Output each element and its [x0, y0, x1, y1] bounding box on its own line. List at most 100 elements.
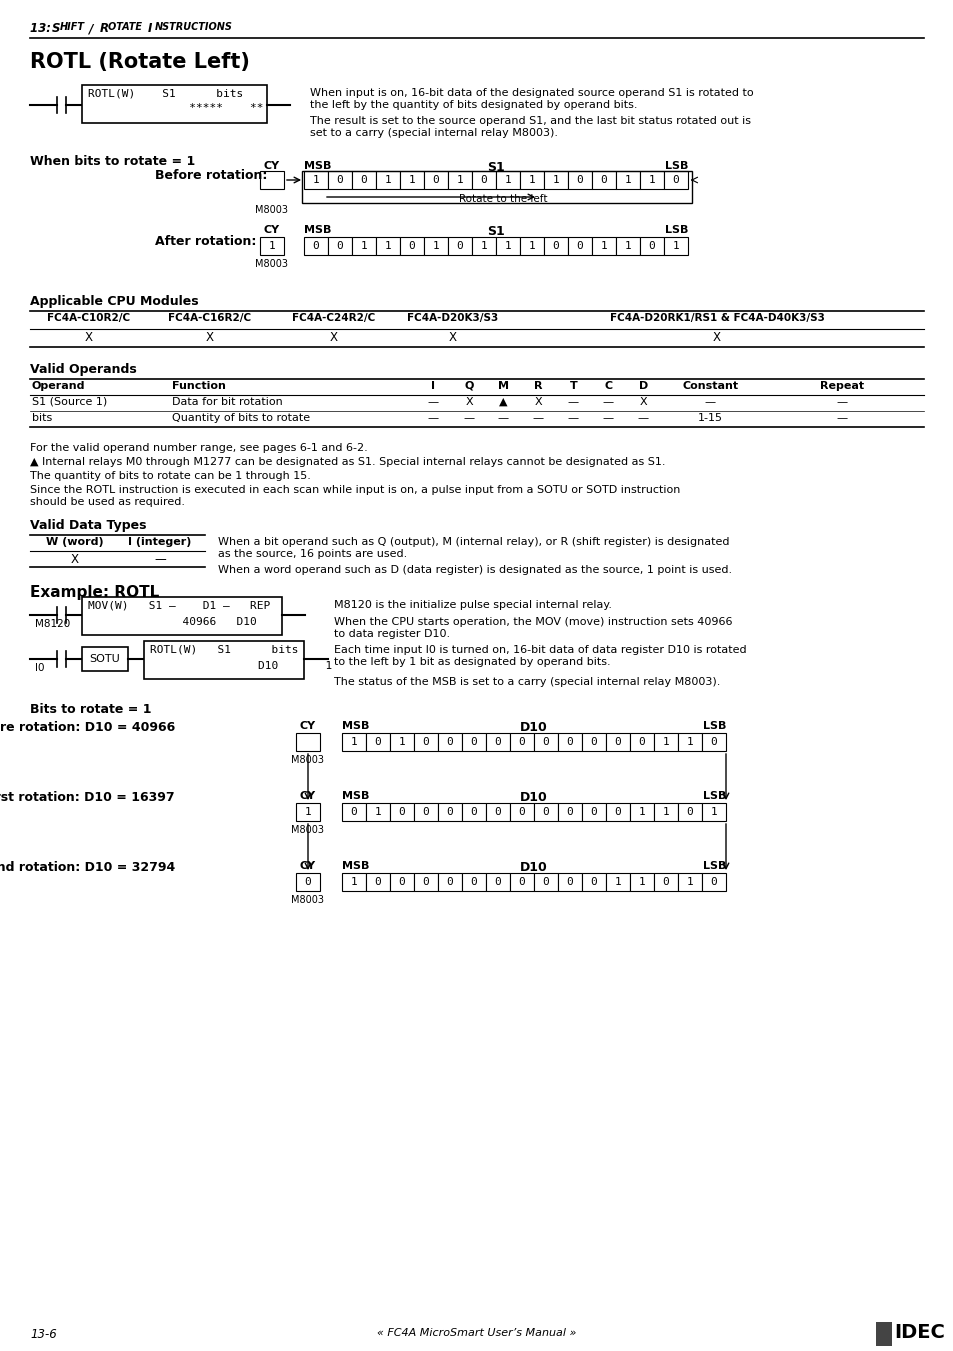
Text: Constant: Constant	[681, 381, 738, 390]
Text: Applicable CPU Modules: Applicable CPU Modules	[30, 295, 198, 308]
Text: 0: 0	[375, 877, 381, 888]
Text: D10: D10	[519, 721, 547, 734]
Text: 0: 0	[336, 176, 343, 185]
Text: The result is set to the source operand S1, and the last bit status rotated out : The result is set to the source operand …	[310, 116, 750, 126]
Bar	[437, 802, 461, 821]
Text: 0: 0	[422, 738, 429, 747]
Bar	[701, 802, 725, 821]
Text: ROTL(W)   S1      bits: ROTL(W) S1 bits	[150, 644, 298, 654]
Text: FC4A-C16R2/C: FC4A-C16R2/C	[169, 313, 252, 323]
Text: MSB: MSB	[304, 226, 331, 235]
Text: M8003: M8003	[292, 755, 324, 765]
Text: IDEC: IDEC	[893, 1323, 943, 1342]
Bar	[605, 734, 629, 751]
Text: —: —	[567, 413, 578, 423]
Text: as the source, 16 points are used.: as the source, 16 points are used.	[218, 549, 407, 559]
Text: 0: 0	[576, 176, 583, 185]
Text: 0: 0	[614, 807, 620, 817]
Bar	[295, 802, 319, 821]
Text: ▲ Internal relays M0 through M1277 can be designated as S1. Special internal rel: ▲ Internal relays M0 through M1277 can b…	[30, 457, 665, 467]
Text: 0: 0	[576, 240, 583, 251]
Text: —: —	[463, 413, 474, 423]
Text: For the valid operand number range, see pages 6-1 and 6-2.: For the valid operand number range, see …	[30, 443, 367, 453]
Text: X: X	[534, 397, 541, 407]
Bar	[414, 802, 437, 821]
Text: Before rotation: D10 = 40966: Before rotation: D10 = 40966	[0, 721, 174, 734]
Text: M8003: M8003	[292, 825, 324, 835]
Text: 0: 0	[566, 877, 573, 888]
Text: LSB: LSB	[664, 161, 687, 172]
Text: 1: 1	[360, 240, 367, 251]
Text: 0: 0	[494, 877, 501, 888]
Text: 0: 0	[590, 877, 597, 888]
Text: ROTL (Rotate Left): ROTL (Rotate Left)	[30, 51, 250, 72]
Text: After first rotation: D10 = 16397: After first rotation: D10 = 16397	[0, 790, 174, 804]
Text: 1: 1	[624, 176, 631, 185]
Bar	[519, 236, 543, 255]
Bar	[341, 802, 366, 821]
Text: —: —	[602, 397, 614, 407]
Bar	[581, 802, 605, 821]
Text: FC4A-D20K3/S3: FC4A-D20K3/S3	[407, 313, 498, 323]
Bar	[328, 236, 352, 255]
Text: 0: 0	[422, 877, 429, 888]
Text: D10: D10	[519, 861, 547, 874]
Bar	[605, 802, 629, 821]
Text: 0: 0	[552, 240, 558, 251]
Bar	[341, 873, 366, 892]
Text: CY: CY	[299, 721, 315, 731]
Bar	[260, 236, 284, 255]
Text: 1: 1	[686, 877, 693, 888]
Text: Rotate to the left: Rotate to the left	[458, 195, 547, 204]
Bar	[629, 802, 654, 821]
Text: 0: 0	[336, 240, 343, 251]
Text: 0: 0	[566, 738, 573, 747]
Text: S: S	[52, 22, 60, 35]
Text: 13:: 13:	[30, 22, 55, 35]
Bar	[510, 802, 534, 821]
Bar	[304, 236, 328, 255]
Bar	[654, 873, 678, 892]
Text: Each time input I0 is turned on, 16-bit data of data register D10 is rotated: Each time input I0 is turned on, 16-bit …	[334, 644, 746, 655]
Text: 0: 0	[518, 877, 525, 888]
Text: M: M	[497, 381, 509, 390]
Text: I: I	[148, 22, 152, 35]
Bar	[616, 236, 639, 255]
Bar	[295, 734, 319, 751]
Bar	[510, 734, 534, 751]
Text: to data register D10.: to data register D10.	[334, 630, 450, 639]
Bar	[448, 172, 472, 189]
Text: 1: 1	[456, 176, 463, 185]
Text: 0: 0	[408, 240, 415, 251]
Text: M8003: M8003	[292, 894, 324, 905]
Text: 0: 0	[375, 738, 381, 747]
Text: —: —	[428, 397, 438, 407]
Text: M8003: M8003	[255, 259, 288, 269]
Text: C: C	[604, 381, 612, 390]
Bar	[567, 236, 592, 255]
Text: 0: 0	[470, 877, 476, 888]
Text: 0: 0	[590, 738, 597, 747]
Text: S1: S1	[487, 226, 504, 238]
Text: 0: 0	[446, 807, 453, 817]
Bar	[461, 734, 485, 751]
Bar	[485, 873, 510, 892]
Text: X: X	[85, 331, 92, 345]
Text: Valid Data Types: Valid Data Types	[30, 519, 147, 532]
Bar	[663, 236, 687, 255]
Text: X: X	[330, 331, 337, 345]
Bar	[616, 172, 639, 189]
Text: 0: 0	[566, 807, 573, 817]
Text: 1: 1	[351, 738, 357, 747]
Text: X: X	[712, 331, 720, 345]
Text: 0: 0	[600, 176, 607, 185]
Text: FC4A-C10R2/C: FC4A-C10R2/C	[48, 313, 131, 323]
Text: *****    **: ***** **	[88, 103, 263, 113]
Text: D10       1: D10 1	[150, 661, 332, 671]
Text: 1: 1	[624, 240, 631, 251]
Bar	[581, 734, 605, 751]
Bar	[519, 172, 543, 189]
Bar	[605, 873, 629, 892]
Text: LSB: LSB	[664, 226, 687, 235]
Bar	[558, 734, 581, 751]
